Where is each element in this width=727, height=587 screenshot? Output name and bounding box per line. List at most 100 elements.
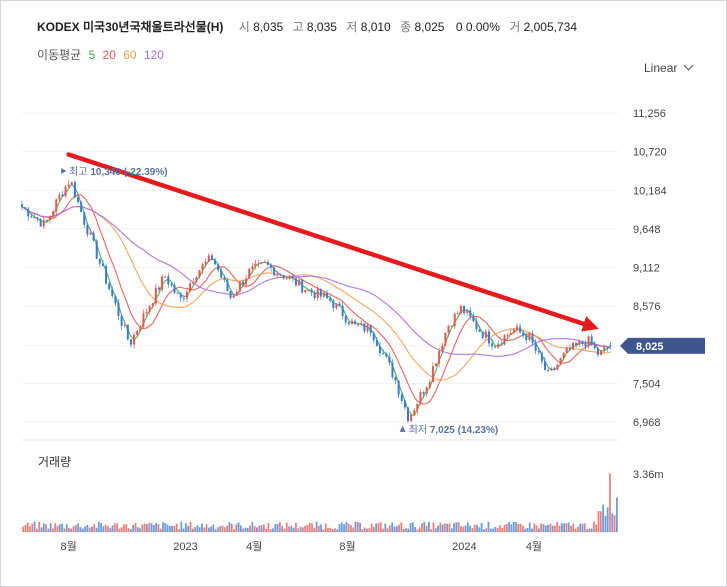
volume-bar (485, 528, 488, 532)
scale-select[interactable]: Linear (644, 60, 694, 75)
candle (27, 208, 30, 217)
ma-120-label[interactable]: 120 (143, 48, 164, 62)
volume-bar (324, 523, 327, 532)
volume-bar (533, 523, 536, 532)
volume-bar (249, 525, 251, 532)
candle (70, 182, 73, 185)
volume-bar (306, 524, 309, 532)
candle (596, 347, 599, 355)
high-annotation: 최고 10,340 (-22.39%) (69, 166, 167, 178)
candle (341, 305, 344, 317)
volume-bar (604, 515, 607, 532)
volume-bar (31, 523, 34, 532)
ma-20-line (21, 194, 611, 405)
close-label: 종 (400, 20, 412, 34)
volume-bar (542, 524, 545, 532)
volume-bar (201, 523, 203, 532)
volume-bar (586, 529, 588, 532)
volume-bar (100, 523, 102, 532)
candle (145, 311, 148, 314)
volume-bar (416, 529, 419, 532)
candle (192, 282, 195, 284)
x-tick-label: 8월 (60, 540, 76, 553)
volume-bar (132, 524, 135, 532)
volume-bar (288, 526, 290, 532)
volume-bar (54, 523, 57, 532)
volume-bar (512, 521, 515, 532)
candle (86, 224, 89, 235)
y-tick-label: 6,968 (633, 417, 661, 429)
volume-bar (109, 528, 112, 532)
candle (210, 255, 213, 260)
volume-bar (343, 524, 345, 532)
candle (572, 342, 575, 350)
volume-bar (567, 522, 570, 532)
candle (515, 326, 518, 330)
volume-bar (175, 523, 178, 532)
volume-bar (494, 526, 497, 532)
candle (419, 392, 422, 404)
volume-bar (615, 497, 618, 532)
volume-bar (171, 525, 174, 532)
candle (435, 363, 438, 367)
volume-bar (492, 528, 494, 532)
volume-bar (91, 526, 93, 532)
volume-bar (370, 523, 373, 532)
volume-bar (246, 527, 249, 532)
ma-legend-title: 이동평균 (37, 48, 82, 62)
candle (378, 346, 381, 354)
candle (288, 276, 291, 279)
volume-bar (269, 529, 272, 532)
volume-bar (466, 522, 469, 532)
volume-bar (476, 524, 478, 532)
candle (413, 410, 416, 415)
candle (36, 217, 39, 220)
volume-bar (583, 523, 586, 532)
ma-5-label[interactable]: 5 (88, 48, 96, 62)
candle (301, 279, 304, 293)
volume-bar (107, 526, 109, 532)
ma-60-label[interactable]: 60 (123, 48, 137, 62)
candle (410, 414, 413, 422)
stock-header: KODEX 미국30년국채울트라선물(H) 시 8,035 고 8,035 저 … (37, 18, 579, 35)
volume-bar (432, 522, 435, 532)
volume-bar (56, 525, 59, 532)
volume-bar (386, 528, 389, 532)
candle (198, 270, 201, 278)
volume-bar (191, 528, 194, 532)
candle (108, 283, 111, 290)
volume-bar (88, 527, 91, 532)
volume-bar (345, 521, 348, 532)
volume-bar (187, 525, 190, 532)
candle (565, 347, 568, 354)
volume-bar (551, 525, 554, 532)
volume-bar (308, 522, 311, 532)
candle (58, 194, 61, 200)
volume-bar (503, 524, 506, 532)
volume-bar (528, 522, 531, 532)
volume-bar (251, 521, 254, 532)
volume-bar (382, 528, 384, 532)
volume-bar (272, 528, 274, 532)
volume-bar (579, 523, 582, 532)
volume-bar (168, 525, 171, 532)
volume-bar (327, 527, 329, 532)
current-price-label: 8,025 (636, 341, 664, 353)
volume-bar (423, 521, 426, 532)
volume-bar (576, 526, 579, 532)
candle (223, 277, 226, 280)
volume-bar (22, 526, 25, 532)
volume-bar (352, 527, 355, 532)
volume-bar (143, 523, 146, 532)
candle (307, 289, 310, 291)
ma-20-label[interactable]: 20 (102, 48, 116, 62)
candle (606, 347, 609, 349)
candle (531, 333, 534, 343)
candle (129, 339, 132, 345)
candle (444, 332, 447, 346)
grid (22, 112, 618, 533)
candle (21, 204, 23, 208)
candle (522, 332, 525, 336)
candle (310, 289, 313, 293)
